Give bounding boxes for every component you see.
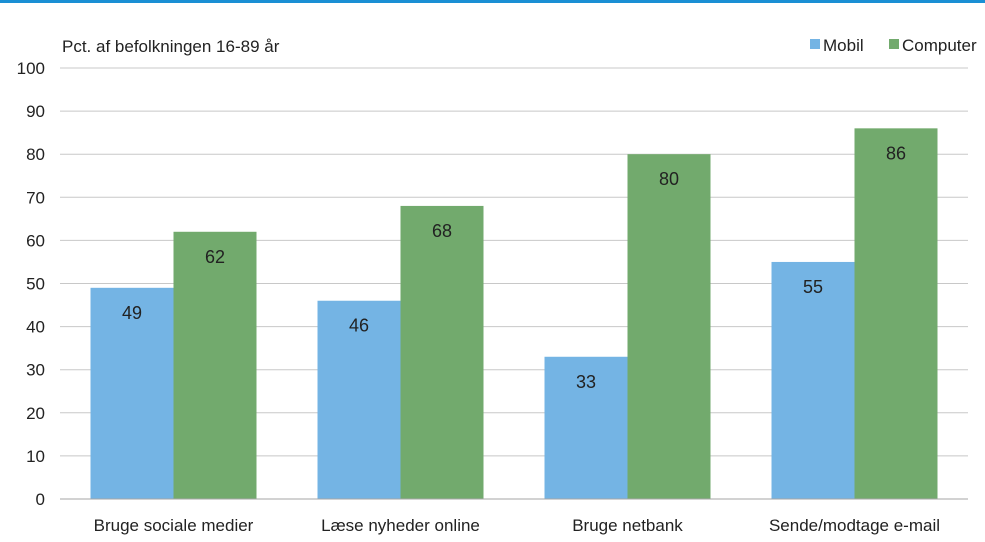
y-tick-label: 30 bbox=[26, 361, 45, 380]
data-label: 46 bbox=[349, 316, 369, 336]
bar-mobil bbox=[90, 287, 174, 499]
data-label: 80 bbox=[659, 169, 679, 189]
y-tick-label: 50 bbox=[26, 275, 45, 294]
data-label: 33 bbox=[576, 372, 596, 392]
y-tick-label: 40 bbox=[26, 318, 45, 337]
y-tick-label: 0 bbox=[36, 490, 45, 509]
data-label: 68 bbox=[432, 221, 452, 241]
bar-mobil bbox=[771, 261, 855, 499]
data-label: 62 bbox=[205, 247, 225, 267]
y-tick-label: 70 bbox=[26, 188, 45, 207]
data-label: 86 bbox=[886, 143, 906, 163]
y-tick-label: 10 bbox=[26, 447, 45, 466]
legend-label-computer: Computer bbox=[902, 36, 977, 55]
x-tick-label: Bruge sociale medier bbox=[94, 516, 254, 535]
chart-subtitle: Pct. af befolkningen 16-89 år bbox=[62, 37, 280, 56]
y-tick-label: 90 bbox=[26, 102, 45, 121]
y-tick-label: 20 bbox=[26, 404, 45, 423]
bar-computer bbox=[627, 154, 711, 499]
x-tick-label: Sende/modtage e-mail bbox=[769, 516, 940, 535]
data-label: 55 bbox=[803, 277, 823, 297]
y-tick-label: 60 bbox=[26, 231, 45, 250]
x-tick-label: Bruge netbank bbox=[572, 516, 683, 535]
x-tick-label: Læse nyheder online bbox=[321, 516, 480, 535]
top-rule bbox=[0, 0, 985, 3]
y-tick-label: 80 bbox=[26, 145, 45, 164]
legend-swatch-mobil bbox=[810, 39, 820, 49]
y-tick-label: 100 bbox=[17, 59, 45, 78]
legend-label-mobil: Mobil bbox=[823, 36, 864, 55]
bar-computer bbox=[854, 128, 938, 499]
bar-mobil bbox=[317, 300, 401, 499]
bar-computer bbox=[400, 205, 484, 500]
data-label: 49 bbox=[122, 303, 142, 323]
bar-computer bbox=[173, 231, 257, 499]
legend-swatch-computer bbox=[889, 39, 899, 49]
bar-mobil bbox=[544, 356, 628, 499]
